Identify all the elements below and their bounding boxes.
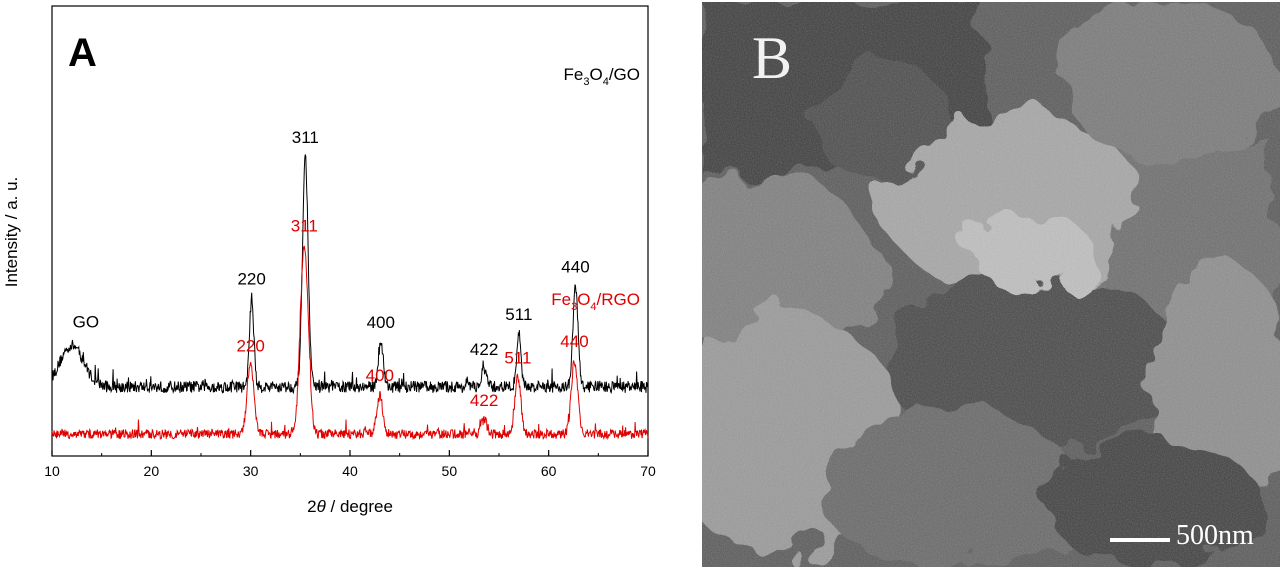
peak-label: 311	[292, 128, 319, 147]
peak-label: 511	[504, 348, 531, 367]
legend-entry: Fe3O4/GO	[564, 65, 641, 88]
legend-entry-part: 3	[583, 76, 589, 88]
series-line-0	[51, 154, 649, 395]
peak-label: 220	[236, 337, 264, 356]
sem-micrograph	[702, 2, 1280, 567]
x-tick-label: 50	[442, 463, 458, 479]
x-axis: 10 20 30 40 50 60 70	[44, 450, 656, 479]
panel-b-label: B	[752, 25, 793, 91]
legend-entry-part: 4	[590, 301, 596, 313]
peak-label: 440	[560, 332, 588, 351]
x-tick-label: 60	[541, 463, 557, 479]
x-tick-label: 10	[44, 463, 60, 479]
peak-labels: 220 311 400 422 511 440 GO 220 311 400 422 511 440	[73, 128, 590, 410]
legend-entry-part: Fe	[564, 65, 584, 84]
legend-entry-part: /GO	[609, 65, 640, 84]
sem-image-panel: B 500nm	[702, 2, 1280, 567]
legend-entry-part: 4	[603, 76, 609, 88]
peak-label: 422	[470, 391, 498, 410]
peak-label: 400	[366, 366, 394, 385]
x-axis-label: 2θ / degree	[307, 497, 393, 516]
x-tick-label: 70	[640, 463, 656, 479]
annotation-label: GO	[73, 313, 99, 332]
x-tick-label: 30	[243, 463, 259, 479]
x-tick-label: 40	[342, 463, 358, 479]
peak-label: 440	[561, 258, 589, 277]
series-traces	[51, 154, 649, 441]
series-line-1	[51, 245, 649, 441]
legend-entry-part: /RGO	[597, 290, 640, 309]
panel-a-label: A	[68, 31, 97, 75]
x-tick-label: 20	[144, 463, 160, 479]
scale-bar	[1110, 538, 1170, 542]
legend-entry-part: O	[577, 290, 590, 309]
legend-entry-part: Fe	[551, 290, 571, 309]
y-axis-label: Intensity / a. u.	[2, 177, 21, 288]
xrd-chart: A 220311400422511440GO220311400422511440…	[2, 5, 656, 516]
legend-entry-part: 3	[571, 301, 577, 313]
peak-label: 511	[505, 305, 532, 324]
scale-bar-label: 500nm	[1176, 520, 1254, 551]
legend-entry: Fe3O4/RGO	[551, 290, 640, 313]
peak-label: 400	[367, 313, 395, 332]
legend-entry-part: O	[589, 65, 602, 84]
peak-label: 311	[291, 216, 318, 235]
peak-label: 220	[237, 269, 265, 288]
peak-label: 422	[470, 340, 498, 359]
